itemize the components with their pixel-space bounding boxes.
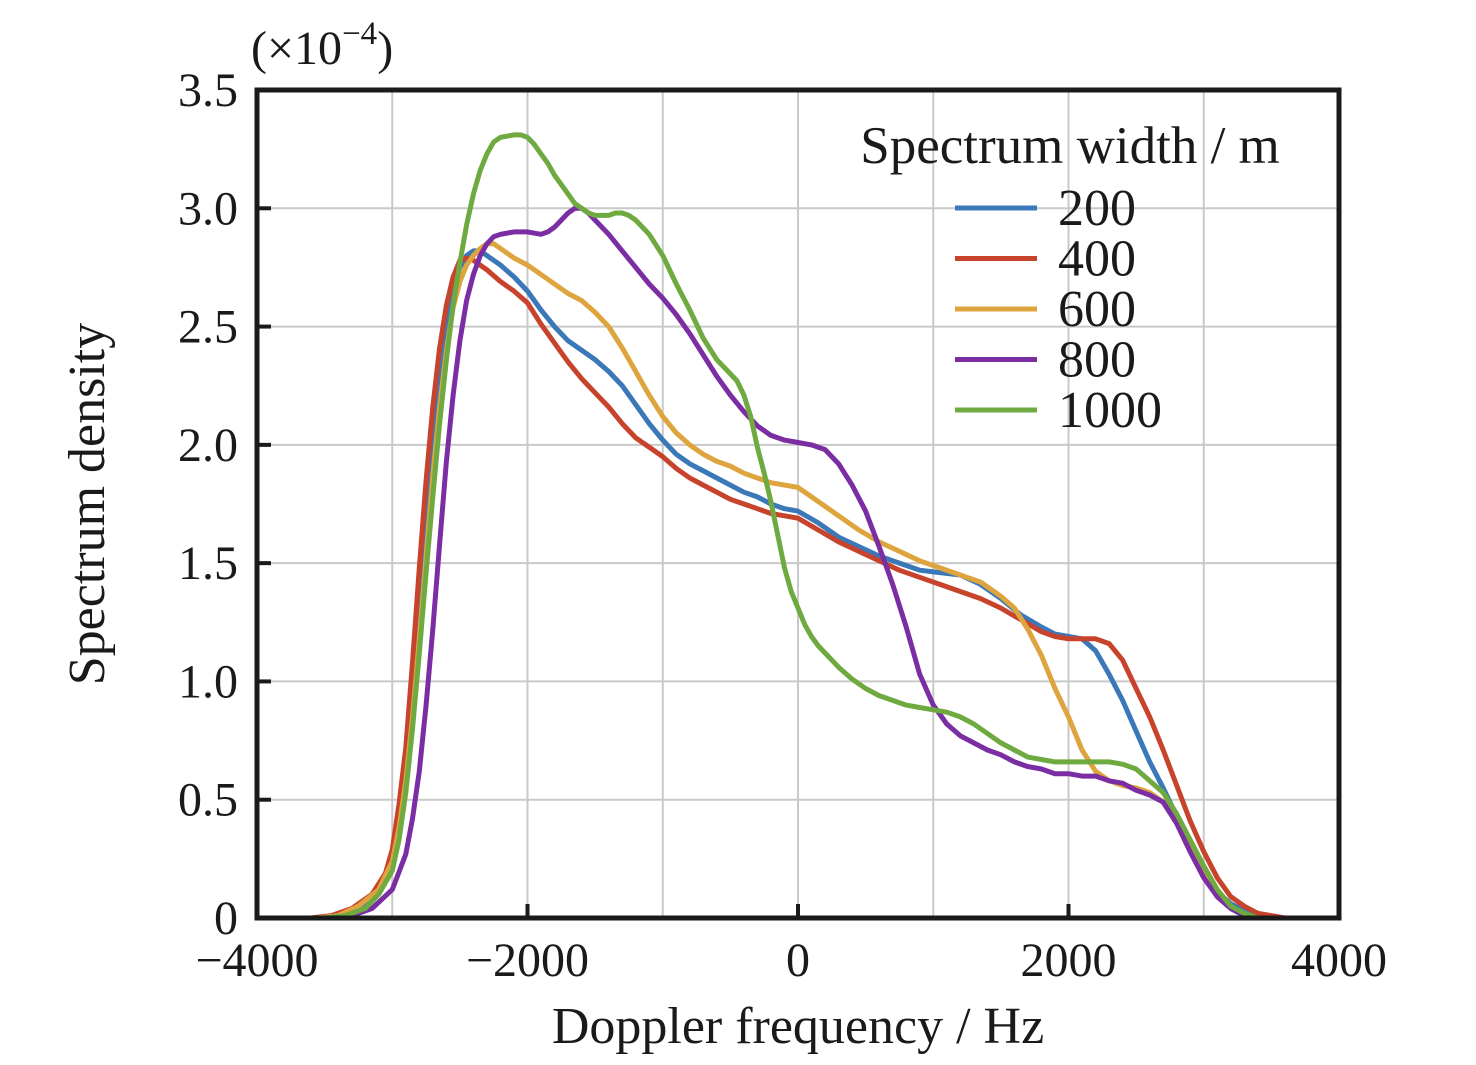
legend-entry: 1000 bbox=[955, 382, 1162, 439]
gridlines bbox=[257, 90, 1339, 918]
tick-labels: −4000 −2000 0 2000 4000 0 0.5 1.0 1.5 2.0 2.5 3.0 3.… bbox=[178, 64, 1387, 987]
legend-title: Spectrum width / m bbox=[860, 117, 1280, 175]
y-axis-label: Spectrum density bbox=[59, 323, 116, 686]
x-tick-label: −2000 bbox=[466, 934, 589, 987]
y-tick-label: 3.0 bbox=[178, 182, 238, 235]
y-tick-label: 2.5 bbox=[178, 301, 238, 354]
y-tick-label: 3.5 bbox=[178, 64, 238, 117]
series-line-800 bbox=[328, 205, 1261, 921]
axis-ticks bbox=[255, 88, 1341, 920]
series-lines bbox=[308, 132, 1288, 921]
y-tick-label: 0.5 bbox=[178, 774, 238, 827]
y-tick-label: 0 bbox=[214, 892, 238, 945]
series-line-1000 bbox=[322, 132, 1261, 921]
legend-label-400: 400 bbox=[1058, 231, 1136, 288]
series-line-400 bbox=[308, 255, 1288, 921]
x-axis-label: Doppler frequency / Hz bbox=[552, 998, 1044, 1055]
legend-entry: 800 bbox=[955, 332, 1136, 389]
legend-label-200: 200 bbox=[1058, 180, 1136, 237]
legend-entry: 600 bbox=[955, 281, 1136, 338]
x-tick-label: 4000 bbox=[1291, 934, 1387, 987]
legend-entry: 400 bbox=[955, 231, 1136, 288]
y-tick-label: 1.5 bbox=[178, 537, 238, 590]
x-tick-label: 0 bbox=[786, 934, 810, 987]
x-tick-label: 2000 bbox=[1021, 934, 1117, 987]
legend-label-600: 600 bbox=[1058, 281, 1136, 338]
y-tick-label: 2.0 bbox=[178, 419, 238, 472]
y-tick-label: 1.0 bbox=[178, 655, 238, 708]
x-tick-label: −4000 bbox=[195, 934, 318, 987]
legend-label-1000: 1000 bbox=[1058, 382, 1162, 439]
legend-label-800: 800 bbox=[1058, 332, 1136, 389]
legend-entry: 200 bbox=[955, 180, 1136, 237]
y-scale-label: (×10−4) bbox=[251, 16, 393, 75]
